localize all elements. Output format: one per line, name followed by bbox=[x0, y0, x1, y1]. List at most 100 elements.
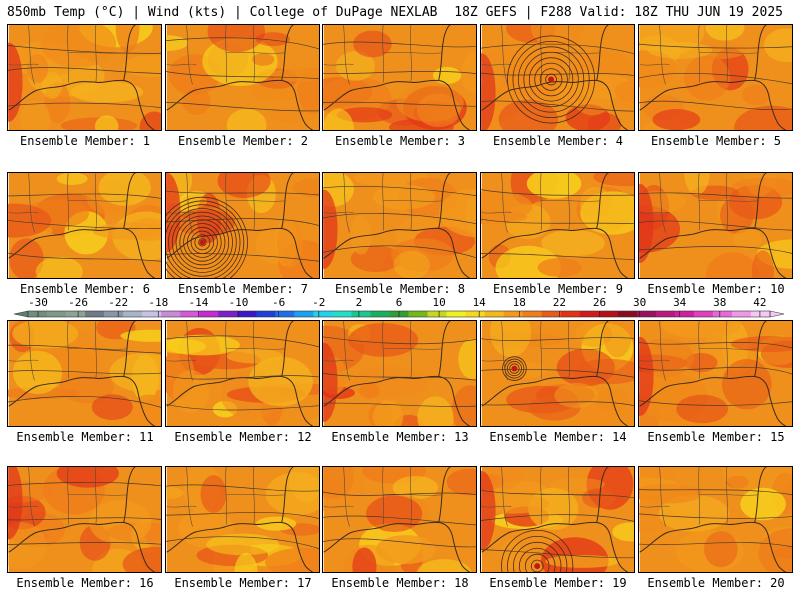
colorbar-segment bbox=[275, 311, 295, 317]
ensemble-member-map bbox=[322, 24, 477, 131]
colorbar-segment bbox=[617, 311, 638, 317]
colorbar-segment bbox=[731, 311, 752, 317]
colorbar-right-arrow bbox=[769, 310, 785, 318]
ensemble-member-map bbox=[480, 466, 635, 573]
ensemble-member-label: Ensemble Member: 12 bbox=[174, 430, 312, 444]
colorbar-segment bbox=[313, 311, 333, 317]
colorbar-segment bbox=[294, 311, 314, 317]
colorbar-segment bbox=[161, 311, 181, 317]
colorbar-segment bbox=[237, 311, 257, 317]
colorbar-segment bbox=[123, 311, 143, 317]
colorbar-segment bbox=[408, 311, 428, 317]
colorbar-segment bbox=[66, 311, 86, 317]
colorbar-tick-label: -6 bbox=[272, 296, 285, 309]
colorbar-segment bbox=[370, 311, 390, 317]
colorbar-segment bbox=[503, 311, 523, 317]
colorbar-tick-label: -2 bbox=[312, 296, 325, 309]
ensemble-member-map bbox=[480, 172, 635, 279]
ensemble-member-label: Ensemble Member: 1 bbox=[19, 134, 151, 148]
ensemble-member-map bbox=[7, 24, 162, 131]
colorbar-tick-label: 18 bbox=[513, 296, 526, 309]
ensemble-member-label: Ensemble Member: 11 bbox=[16, 430, 154, 444]
colorbar-segment bbox=[541, 311, 562, 317]
colorbar-segment bbox=[256, 311, 276, 317]
ensemble-member-map bbox=[480, 320, 635, 427]
colorbar-tick-label: -10 bbox=[229, 296, 249, 309]
ensemble-member-map bbox=[638, 172, 793, 279]
ensemble-member-map bbox=[322, 320, 477, 427]
ensemble-member-label: Ensemble Member: 19 bbox=[489, 576, 627, 590]
ensemble-member-label: Ensemble Member: 2 bbox=[177, 134, 309, 148]
ensemble-member-label: Ensemble Member: 15 bbox=[647, 430, 785, 444]
ensemble-member-label: Ensemble Member: 20 bbox=[647, 576, 785, 590]
ensemble-member-map bbox=[638, 320, 793, 427]
colorbar-tick-label: 30 bbox=[633, 296, 646, 309]
colorbar-segment bbox=[655, 311, 676, 317]
ensemble-member-label: Ensemble Member: 6 bbox=[19, 282, 151, 296]
colorbar-segment bbox=[85, 311, 105, 317]
ensemble-member-label: Ensemble Member: 10 bbox=[647, 282, 785, 296]
colorbar-tick-label: 6 bbox=[396, 296, 403, 309]
colorbar-left-arrow bbox=[13, 310, 29, 318]
ensemble-member-label: Ensemble Member: 17 bbox=[174, 576, 312, 590]
temperature-colorbar: -30 -26 -22 -18 -14 -10 -6 -2 2 6 10 14 18 22 26 30 34 38… bbox=[13, 296, 785, 318]
ensemble-member-label: Ensemble Member: 8 bbox=[334, 282, 466, 296]
colorbar-segment bbox=[560, 311, 581, 317]
colorbar-tick-label: 10 bbox=[432, 296, 445, 309]
colorbar-segment bbox=[142, 311, 162, 317]
colorbar-segment bbox=[180, 311, 200, 317]
colorbar-segment bbox=[674, 311, 695, 317]
colorbar-tick-label: 14 bbox=[473, 296, 487, 309]
colorbar-segment bbox=[465, 311, 485, 317]
colorbar-segment bbox=[446, 311, 466, 317]
colorbar-tick-label: -26 bbox=[68, 296, 88, 309]
colorbar-segment bbox=[104, 311, 124, 317]
colorbar-segment bbox=[351, 311, 371, 317]
ensemble-member-map bbox=[165, 466, 320, 573]
ensemble-member-map bbox=[165, 320, 320, 427]
colorbar-tick-label: 38 bbox=[713, 296, 726, 309]
model-run-info: 18Z GEFS | F288 Valid: 18Z THU JUN 19 20… bbox=[454, 5, 783, 20]
colorbar-segment bbox=[693, 311, 714, 317]
ensemble-member-map bbox=[638, 24, 793, 131]
ensemble-member-label: Ensemble Member: 14 bbox=[489, 430, 627, 444]
colorbar-segment bbox=[199, 311, 219, 317]
colorbar-segment bbox=[218, 311, 238, 317]
ensemble-member-map bbox=[322, 466, 477, 573]
ensemble-member-map bbox=[7, 466, 162, 573]
ensemble-member-label: Ensemble Member: 5 bbox=[650, 134, 782, 148]
colorbar-segment bbox=[522, 311, 542, 317]
ensemble-member-label: Ensemble Member: 16 bbox=[16, 576, 154, 590]
ensemble-member-label: Ensemble Member: 7 bbox=[177, 282, 309, 296]
colorbar-tick-label: 2 bbox=[356, 296, 363, 309]
ensemble-member-label: Ensemble Member: 9 bbox=[492, 282, 624, 296]
colorbar-tick-label: 34 bbox=[673, 296, 687, 309]
colorbar-tick-label: 42 bbox=[753, 296, 766, 309]
colorbar-segment bbox=[712, 311, 733, 317]
colorbar-segment bbox=[332, 311, 352, 317]
ensemble-member-label: Ensemble Member: 13 bbox=[331, 430, 469, 444]
ensemble-member-map bbox=[165, 172, 320, 279]
colorbar-tick-label: -22 bbox=[108, 296, 128, 309]
map-title: 850mb Temp (°C) | Wind (kts) | College o… bbox=[7, 5, 438, 20]
colorbar-tick-label: -30 bbox=[28, 296, 48, 309]
ensemble-member-label: Ensemble Member: 18 bbox=[331, 576, 469, 590]
colorbar-tick-label: -18 bbox=[148, 296, 168, 309]
colorbar-segment bbox=[427, 311, 447, 317]
ensemble-member-map bbox=[7, 172, 162, 279]
colorbar-segment bbox=[750, 311, 771, 317]
colorbar-segment bbox=[484, 311, 504, 317]
colorbar-tick-label: -14 bbox=[188, 296, 208, 309]
ensemble-member-label: Ensemble Member: 4 bbox=[492, 134, 624, 148]
ensemble-member-map bbox=[7, 320, 162, 427]
ensemble-member-map bbox=[322, 172, 477, 279]
ensemble-member-label: Ensemble Member: 3 bbox=[334, 134, 466, 148]
ensemble-member-map bbox=[165, 24, 320, 131]
colorbar-segment bbox=[636, 311, 657, 317]
ensemble-member-map bbox=[480, 24, 635, 131]
colorbar-tick-label: 22 bbox=[553, 296, 566, 309]
colorbar-tick-label: 26 bbox=[593, 296, 606, 309]
colorbar-segment bbox=[579, 311, 600, 317]
ensemble-member-map bbox=[638, 466, 793, 573]
